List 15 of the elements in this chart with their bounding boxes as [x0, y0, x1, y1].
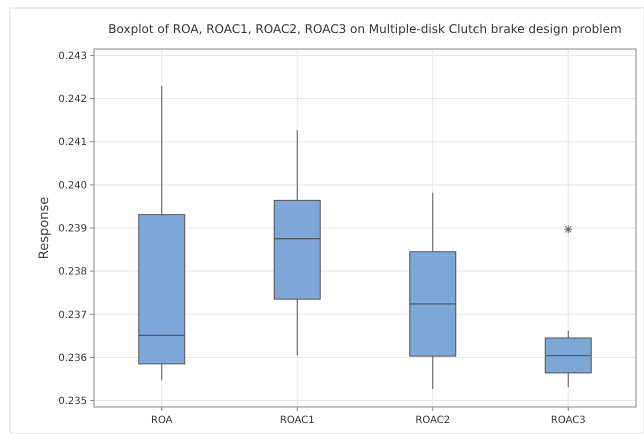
y-tick-label: 0.240	[58, 180, 87, 192]
y-axis-title: Response	[37, 196, 52, 260]
x-tick-label: ROAC2	[415, 415, 450, 426]
chart-title: Boxplot of ROA, ROAC1, ROAC2, ROAC3 on Multiple-disk Clutch brake design problem	[108, 22, 622, 36]
y-tick-label: 0.241	[58, 137, 87, 148]
y-tick-label: 0.235	[58, 396, 87, 408]
y-tick-label: 0.242	[58, 94, 87, 106]
y-tick-label: 0.237	[58, 310, 87, 321]
x-tick-label: ROAC1	[280, 415, 315, 426]
y-tick-label: 0.236	[58, 352, 87, 364]
x-tick-label: ROAC3	[550, 415, 586, 426]
y-tick-label: 0.238	[58, 266, 87, 278]
x-tick-label: ROA	[151, 415, 173, 426]
y-tick-label: 0.239	[58, 224, 87, 234]
y-tick-label: 0.243	[58, 50, 87, 62]
